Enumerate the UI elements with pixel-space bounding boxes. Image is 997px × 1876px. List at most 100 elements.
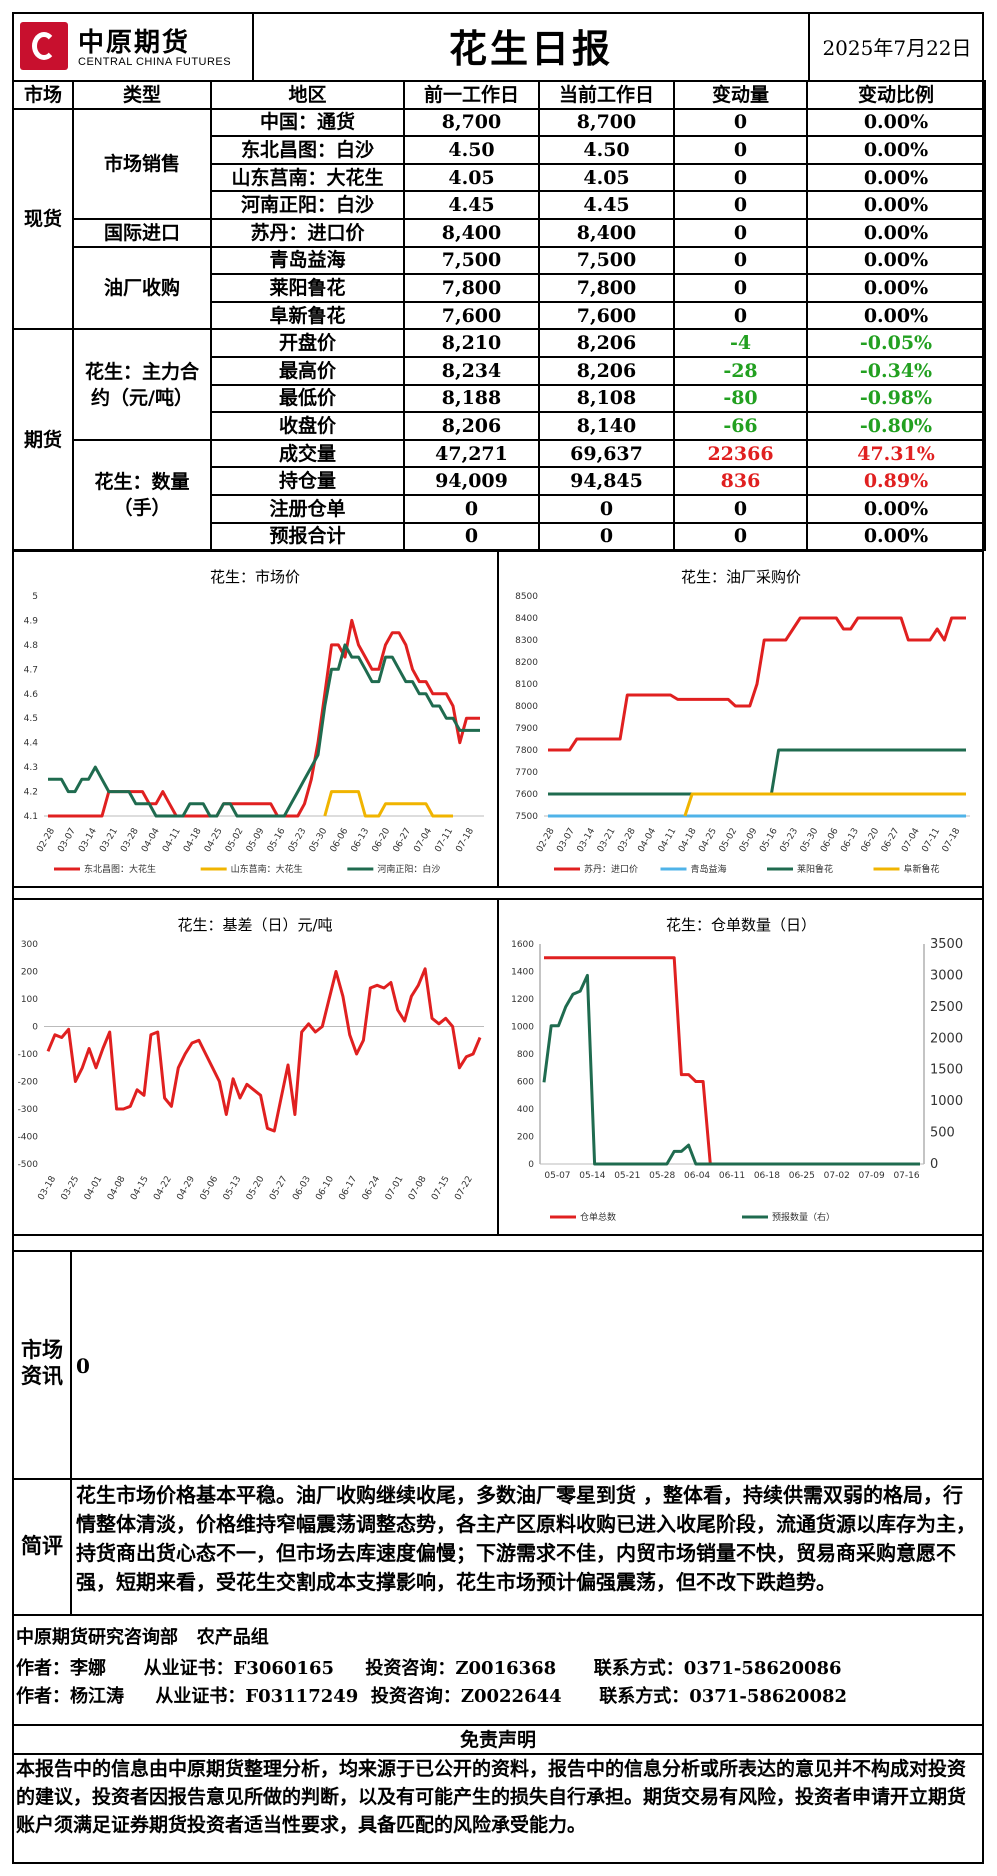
x-tick-label: 06-04 xyxy=(684,1171,710,1181)
prev-cell: 7,600 xyxy=(403,300,540,331)
news-label: 市场资讯 xyxy=(21,1337,63,1388)
prev-cell: 47,271 xyxy=(403,438,540,469)
x-tick-label: 05-07 xyxy=(544,1171,570,1181)
chg-cell: -4 xyxy=(673,328,808,358)
prev-cell: 8,210 xyxy=(403,328,540,358)
y-tick-label: 1400 xyxy=(511,968,534,978)
y2-tick-label: 3500 xyxy=(930,937,963,952)
pct-cell: 0.00% xyxy=(806,245,986,276)
chg-cell: 0 xyxy=(673,245,808,276)
prev-cell: 4.45 xyxy=(403,190,540,220)
curr-cell: 8,400 xyxy=(538,217,675,248)
disclaimer-divider xyxy=(12,1753,984,1755)
chart-svg: 花生：油厂采购价 7500 7600 7700 7800 7900 8000 8100 8200… xyxy=(515,568,970,875)
chart-title: 花生：油厂采购价 xyxy=(681,568,801,586)
chart-mill-price: 花生：油厂采购价 7500 7600 7700 7800 7900 8000 8100 8200… xyxy=(498,552,984,886)
table-row: 最高价 8,234 8,206 -28 -0.34% xyxy=(13,355,986,386)
page-title: 花生日报 xyxy=(448,26,613,71)
curr-cell: 7,500 xyxy=(538,245,675,276)
curr-cell: 8,206 xyxy=(538,328,675,358)
x-tick-label: 06-18 xyxy=(754,1171,780,1181)
legend-label: 东北昌图：大花生 xyxy=(84,863,156,875)
group-volume: 花生：数量（手） xyxy=(72,438,212,552)
curr-cell: 0 xyxy=(538,493,675,524)
y-tick-label: -200 xyxy=(18,1078,39,1088)
y-tick-label: 8400 xyxy=(515,614,538,624)
prev-cell: 0 xyxy=(403,493,540,524)
table-row: 预报合计 0 0 0 0.00% xyxy=(13,521,986,552)
prev-cell: 4.50 xyxy=(403,135,540,165)
prev-cell: 0 xyxy=(403,521,540,552)
region-cell: 预报合计 xyxy=(210,521,405,552)
chart-title: 花生：基差（日）元/吨 xyxy=(177,916,332,934)
y-tick-label: 4.4 xyxy=(24,739,39,749)
comment-content: 花生市场价格基本平稳。油厂收购继续收尾，多数油厂零星到货 ，整体看，持续供需双弱… xyxy=(76,1483,976,1594)
x-tick-label: 06-11 xyxy=(719,1171,745,1181)
prev-cell: 8,400 xyxy=(403,217,540,248)
y-tick-label: 5 xyxy=(32,592,38,602)
region-cell: 河南正阳：白沙 xyxy=(210,190,405,220)
chg-cell: -80 xyxy=(673,383,808,414)
y-tick-label: 8200 xyxy=(515,658,538,668)
col-header: 变动比例 xyxy=(806,80,986,110)
author-line-2: 作者：杨江涛 从业证书：F03117249 投资咨询：Z0022644 联系方式… xyxy=(16,1686,848,1707)
region-cell: 最低价 xyxy=(210,383,405,414)
y-tick-label: 600 xyxy=(517,1078,534,1088)
y-tick-label: 800 xyxy=(517,1050,534,1060)
chart-title: 花生：仓单数量（日） xyxy=(666,916,816,934)
y-tick-label: 8300 xyxy=(515,636,538,646)
prev-cell: 4.05 xyxy=(403,162,540,193)
x-tick-label: 07-16 xyxy=(893,1171,919,1181)
section-divider xyxy=(70,1250,72,1614)
y-tick-label: 400 xyxy=(517,1105,534,1115)
y-tick-label: 4.6 xyxy=(24,690,39,700)
pct-cell: 0.00% xyxy=(806,273,986,303)
chg-cell: 0 xyxy=(673,521,808,552)
chg-cell: 22366 xyxy=(673,438,808,469)
curr-cell: 4.05 xyxy=(538,162,675,193)
prev-cell: 7,500 xyxy=(403,245,540,276)
pct-cell: 0.00% xyxy=(806,493,986,524)
company-logo: 中原期货 CENTRAL CHINA FUTURES xyxy=(14,16,246,76)
y-tick-label: 4.9 xyxy=(24,616,39,626)
pct-cell: 47.31% xyxy=(806,438,986,469)
region-cell: 阜新鲁花 xyxy=(210,300,405,331)
region-cell: 苏丹：进口价 xyxy=(210,217,405,248)
price-table: 市场 类型 地区 前一工作日 当前工作日 变动量 变动比例 现货 市场销售 中国… xyxy=(12,80,986,552)
y-tick-label: 4.2 xyxy=(24,788,38,798)
table-row: 现货 市场销售 中国：通货 8,700 8,700 0 0.00% xyxy=(12,107,986,331)
curr-cell: 7,800 xyxy=(538,273,675,303)
prev-cell: 8,234 xyxy=(403,355,540,386)
disclaimer-divider xyxy=(12,1724,984,1726)
report-date: 2025年7月22日 xyxy=(822,36,972,60)
y-tick-label: 300 xyxy=(21,940,38,950)
group-main-contract: 花生：主力合约（元/吨） xyxy=(72,328,212,441)
table-row: 国际进口 苏丹：进口价 8,400 8,400 0 0.00% xyxy=(13,217,986,248)
y-tick-label: 200 xyxy=(517,1133,534,1143)
y-tick-label: 7800 xyxy=(515,746,538,756)
region-cell: 山东莒南：大花生 xyxy=(210,162,405,193)
region-cell: 收盘价 xyxy=(210,411,405,441)
chart-svg: 花生：基差（日）元/吨 -500 -400 -300 -200 -100 0 100 200 30… xyxy=(18,916,484,1202)
curr-cell: 8,206 xyxy=(538,355,675,386)
chart-border xyxy=(497,550,984,888)
curr-cell: 4.50 xyxy=(538,135,675,165)
region-cell: 持仓量 xyxy=(210,466,405,496)
curr-cell: 94,845 xyxy=(538,466,675,496)
pct-cell: -0.05% xyxy=(806,328,986,358)
y2-tick-label: 500 xyxy=(930,1126,955,1141)
chg-cell: 0 xyxy=(673,493,808,524)
y-tick-label: 1000 xyxy=(511,1023,534,1033)
y2-tick-label: 1000 xyxy=(930,1094,963,1109)
x-tick-label: 06-25 xyxy=(789,1171,815,1181)
y-tick-label: 4.8 xyxy=(24,641,39,651)
y-tick-label: 100 xyxy=(21,995,38,1005)
y2-tick-label: 3000 xyxy=(930,968,963,983)
legend-label: 青岛益海 xyxy=(691,863,727,875)
table-row: 河南正阳：白沙 4.45 4.45 0 0.00% xyxy=(13,190,986,220)
x-tick-label: 05-28 xyxy=(649,1171,675,1181)
logo-cn: 中原期货 xyxy=(78,28,191,58)
pct-cell: -0.34% xyxy=(806,355,986,386)
legend-label: 仓单总数 xyxy=(580,1211,616,1223)
news-content: 0 xyxy=(76,1354,90,1378)
